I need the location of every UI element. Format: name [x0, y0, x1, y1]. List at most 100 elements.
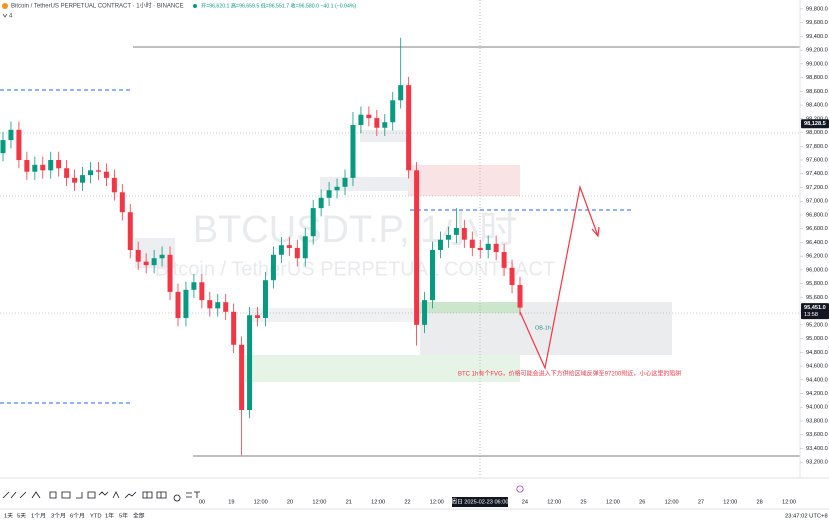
candle-body [318, 197, 324, 209]
candle-body [247, 315, 253, 411]
price-label-bg [801, 119, 829, 129]
gray-zone [360, 130, 408, 142]
range-button[interactable]: 1天 [4, 513, 13, 520]
header: Bitcoin / TetherUS PERPETUAL CONTRACT · … [2, 1, 356, 20]
candle-body [350, 124, 356, 178]
price-label-bg [801, 303, 829, 320]
y-tick-label: 93,200.0 [806, 460, 828, 466]
candle-body [231, 311, 237, 345]
y-tick-label: 96,000.0 [806, 267, 828, 273]
gray-zone [250, 308, 420, 322]
candle-body [406, 85, 412, 171]
indicator-count: 4 [9, 14, 13, 20]
y-tick-label: 93,800.0 [806, 418, 828, 424]
y-tick-label: 93,400.0 [806, 446, 828, 452]
y-tick-label: 97,000.0 [806, 199, 828, 205]
candle-body [143, 261, 149, 266]
y-tick-label: 94,800.0 [806, 350, 828, 356]
footer: 23:47:02 UTC+8 1天 5天 1个月 3个月 6个月 YTD 1年 5年 全部 [4, 512, 828, 520]
candle-body [199, 282, 205, 301]
candle-body [477, 247, 483, 250]
y-tick-label: 95,800.0 [806, 281, 828, 287]
y-tick-label: 98,400.0 [806, 103, 828, 109]
range-button[interactable]: 1年 [105, 512, 114, 520]
status-dot [193, 4, 197, 8]
candle-body [103, 171, 109, 178]
range-button[interactable]: 6个月 [70, 513, 85, 520]
candle-body [80, 175, 86, 183]
range-button[interactable]: 5天 [17, 513, 26, 520]
supply-zone [408, 165, 520, 196]
x-tick-label: 20 [287, 499, 293, 505]
candle-body [453, 228, 459, 235]
range-button[interactable]: 1个月 [31, 513, 46, 520]
time-axis: 00 19 12:00 20 12:00 21 12:00 22 12:00 24 12:00 25 1… [199, 497, 796, 507]
candle-body [278, 245, 284, 255]
candle-body [167, 254, 173, 292]
candle-body [326, 190, 332, 198]
y-tick-label: 99,000.0 [806, 61, 828, 67]
tool-icons[interactable] [2, 491, 200, 502]
x-tick-label: 19 [228, 499, 234, 505]
ohlc: 开=96,620.1 高=96,659.5 低=96,551.7 收=96,58… [201, 1, 356, 9]
candle-body [255, 315, 261, 318]
candle-body [294, 247, 300, 259]
candle-body [127, 212, 133, 250]
range-button[interactable]: 5年 [119, 512, 128, 520]
candle-body [119, 192, 125, 213]
candle-body [32, 164, 38, 172]
range-button[interactable]: YTD [90, 514, 102, 520]
zones [135, 130, 672, 382]
watermark-name: Bitcoin / TetherUS PERPETUAL CONTRACT [155, 258, 555, 280]
demand-zone [245, 355, 520, 382]
gray-zone [320, 177, 410, 191]
price-label: 95,451.0 [804, 305, 826, 311]
candle-body [366, 114, 372, 119]
caret[interactable] [2, 13, 8, 18]
x-tick-label: 26 [639, 499, 645, 505]
y-tick-label: 96,200.0 [806, 254, 828, 260]
candle-body [493, 243, 499, 253]
y-tick-label: 96,800.0 [806, 212, 828, 218]
y-tick-label: 99,200.0 [806, 48, 828, 54]
range-button[interactable]: 3个月 [51, 513, 66, 520]
x-tick-label: 12:00 [547, 499, 561, 505]
watermark-symbol: BTCUSDT.P, 1小时 [193, 209, 518, 251]
candle-body [430, 249, 436, 301]
candle-body [24, 160, 30, 172]
x-tick-label: 28 [757, 499, 763, 505]
candle-body [461, 228, 467, 240]
candle-body [191, 282, 197, 290]
candle-body [334, 186, 340, 191]
annotation: BTC 1h有个FVG，价格可能会进入下方供给区域反弹至97200附近，小心这里… [458, 370, 681, 378]
y-tick-label: 97,200.0 [806, 185, 828, 191]
symbol: Bitcoin / TetherUS PERPETUAL CONTRACT · … [11, 2, 184, 10]
countdown: 13:58 [804, 312, 818, 318]
drawing-toolbar [2, 491, 200, 502]
candle-body [390, 100, 396, 123]
candle-body [310, 208, 316, 237]
y-tick-label: 95,000.0 [806, 336, 828, 342]
candle-body [398, 85, 404, 101]
drawings [0, 0, 800, 478]
y-tick-label: 99,600.0 [806, 20, 828, 26]
crosshair-time-bg [452, 497, 508, 507]
candle-body [16, 129, 22, 161]
event-marker[interactable] [516, 485, 524, 493]
ob-label: OB-1h [535, 325, 551, 331]
candle-body [270, 254, 276, 281]
candle-body [135, 249, 141, 262]
x-tick-label: 12:00 [312, 499, 326, 505]
x-tick-label: 21 [346, 499, 352, 505]
candles [0, 37, 523, 456]
candle-body [374, 118, 380, 128]
range-button[interactable]: 全部 [133, 512, 145, 520]
y-tick-label: 94,400.0 [806, 377, 828, 383]
y-tick-label: 96,600.0 [806, 226, 828, 232]
x-tick-label: 12:00 [371, 499, 385, 505]
candle-body [64, 168, 70, 178]
candle-body [215, 302, 221, 309]
candle-body [382, 122, 388, 128]
candle-body [40, 164, 46, 171]
